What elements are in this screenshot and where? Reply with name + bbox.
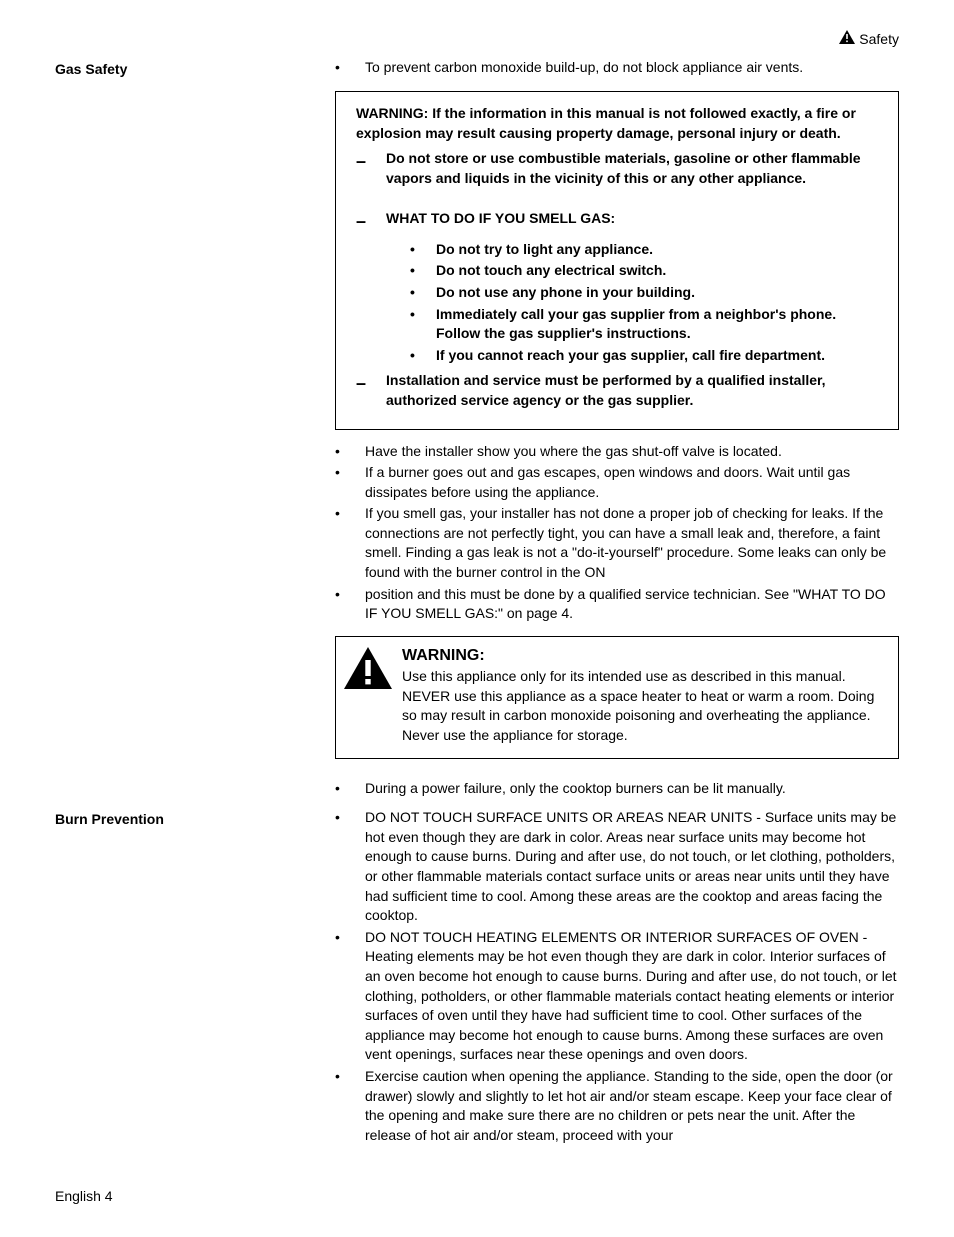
dash-text-3: Installation and service must be perform… [386,371,878,410]
header-safety-label: Safety [859,30,899,50]
page-header: Safety [55,30,899,50]
power-failure-bullet: • During a power failure, only the cookt… [335,779,899,799]
intro-bullet: • To prevent carbon monoxide build-up, d… [335,58,899,78]
warning-exclamation-icon [344,645,392,746]
dash-text-1: Do not store or use combustible material… [386,149,878,188]
warning-icon-box: WARNING: Use this appliance only for its… [335,636,899,759]
warning-title: WARNING: [402,645,884,667]
page-number-label: English 4 [55,1188,113,1204]
sub-bullet: •Do not use any phone in your building. [410,283,878,303]
bullet: •DO NOT TOUCH HEATING ELEMENTS OR INTERI… [335,928,899,1065]
dash-item-3: – Installation and service must be perfo… [356,371,878,410]
warning-body: Use this appliance only for its intended… [402,667,884,745]
intro-bullet-text: To prevent carbon monoxide build-up, do … [365,58,899,78]
gas-safety-heading: Gas Safety [55,60,315,80]
dash-mark: – [356,371,386,410]
bullet: •DO NOT TOUCH SURFACE UNITS OR AREAS NEA… [335,808,899,926]
dash-item-1: – Do not store or use combustible materi… [356,149,878,188]
sub-bullet: •If you cannot reach your gas supplier, … [410,346,878,366]
page-footer: English 4 [55,1187,899,1207]
smell-gas-list: •Do not try to light any appliance. •Do … [410,240,878,366]
warning-triangle-icon [839,30,855,50]
bullet: •If a burner goes out and gas escapes, o… [335,463,899,502]
sub-bullet: •Immediately call your gas supplier from… [410,305,878,344]
after-box-bullets: •Have the installer show you where the g… [335,442,899,624]
burn-prevention-heading: Burn Prevention [55,810,315,830]
dash-mark: – [356,209,386,234]
gas-safety-body: WARNING: If the information in this manu… [55,83,899,800]
bullet: •position and this must be done by a qua… [335,585,899,624]
burn-prevention-section: Burn Prevention •DO NOT TOUCH SURFACE UN… [55,808,899,1147]
bullet-mark: • [335,58,365,78]
dash-text-2: WHAT TO DO IF YOU SMELL GAS: [386,209,878,234]
dash-mark: – [356,149,386,188]
bullet: •If you smell gas, your installer has no… [335,504,899,582]
warning-icon-box-content: WARNING: Use this appliance only for its… [402,645,884,746]
warning-box-1: WARNING: If the information in this manu… [335,91,899,429]
sub-bullet: •Do not touch any electrical switch. [410,261,878,281]
bullet: •Have the installer show you where the g… [335,442,899,462]
dash-item-2: – WHAT TO DO IF YOU SMELL GAS: [356,209,878,234]
warning-box-1-text: WARNING: If the information in this manu… [356,104,878,143]
sub-bullet: •Do not try to light any appliance. [410,240,878,260]
gas-safety-intro-row: Gas Safety • To prevent carbon monoxide … [55,58,899,80]
bullet: •Exercise caution when opening the appli… [335,1067,899,1145]
